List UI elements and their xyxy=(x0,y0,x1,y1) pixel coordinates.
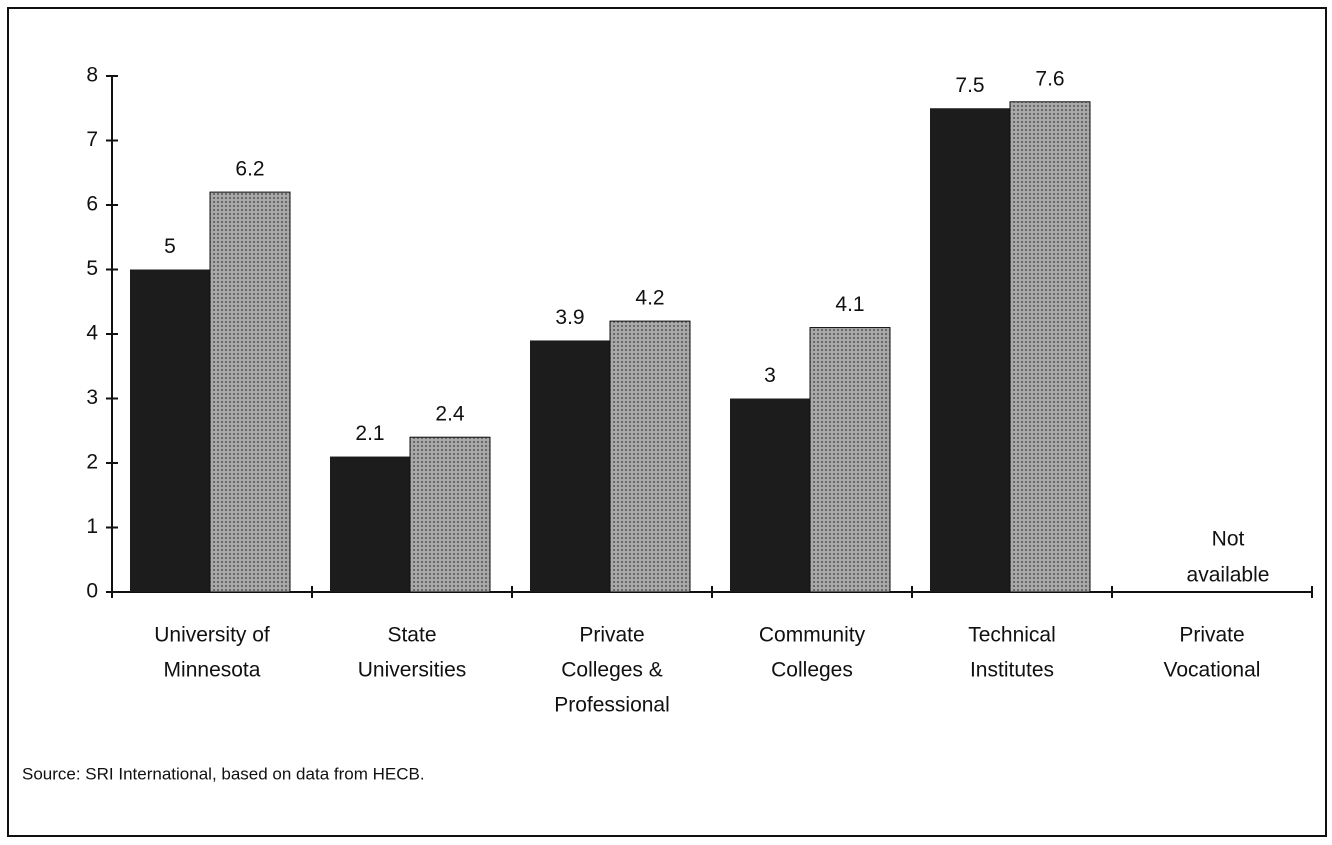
data-label: 7.6 xyxy=(1035,67,1064,90)
x-tick-label: University of xyxy=(154,624,270,647)
data-label: 4.2 xyxy=(635,287,664,310)
bar xyxy=(930,108,1010,592)
x-tick-label: Colleges xyxy=(771,659,853,682)
data-label: 7.5 xyxy=(955,74,984,97)
bar xyxy=(730,398,810,592)
data-label: 6.2 xyxy=(235,158,264,181)
bar-texture xyxy=(209,191,291,593)
x-tick-label: Professional xyxy=(554,694,670,717)
y-tick-label: 0 xyxy=(86,580,98,603)
x-tick-label: Private xyxy=(1179,624,1244,647)
x-tick-label: Minnesota xyxy=(164,659,261,682)
annotation: Not xyxy=(1212,528,1245,551)
y-tick-label: 1 xyxy=(86,515,98,538)
data-label: 3 xyxy=(764,364,776,387)
y-tick-label: 5 xyxy=(86,257,98,280)
data-label: 3.9 xyxy=(555,306,584,329)
bar xyxy=(330,456,410,592)
x-tick-label: Universities xyxy=(358,659,467,682)
data-label: 2.4 xyxy=(435,403,465,426)
x-tick-label: Technical xyxy=(968,624,1056,647)
data-label: 5 xyxy=(164,235,176,258)
y-tick-label: 7 xyxy=(86,128,98,151)
y-tick-label: 6 xyxy=(86,193,98,216)
data-label: 4.1 xyxy=(835,293,864,316)
source-note: Source: SRI International, based on data… xyxy=(22,764,425,783)
x-tick-label: Private xyxy=(579,624,644,647)
bar-texture xyxy=(609,320,691,593)
annotation: available xyxy=(1187,564,1270,587)
x-tick-label: Vocational xyxy=(1164,659,1261,682)
y-tick-label: 4 xyxy=(86,322,98,345)
bar-texture xyxy=(409,436,491,593)
y-tick-label: 8 xyxy=(86,64,98,87)
bar-texture xyxy=(1009,101,1091,593)
data-label: 2.1 xyxy=(355,422,384,445)
y-tick-label: 3 xyxy=(86,386,98,409)
x-tick-label: Community xyxy=(759,624,866,647)
x-tick-label: Institutes xyxy=(970,659,1054,682)
y-tick-label: 2 xyxy=(86,451,98,474)
bar xyxy=(530,340,610,592)
x-tick-label: State xyxy=(387,624,436,647)
x-tick-label: Colleges & xyxy=(561,659,663,682)
bar-texture xyxy=(809,327,891,593)
bar xyxy=(130,269,210,592)
